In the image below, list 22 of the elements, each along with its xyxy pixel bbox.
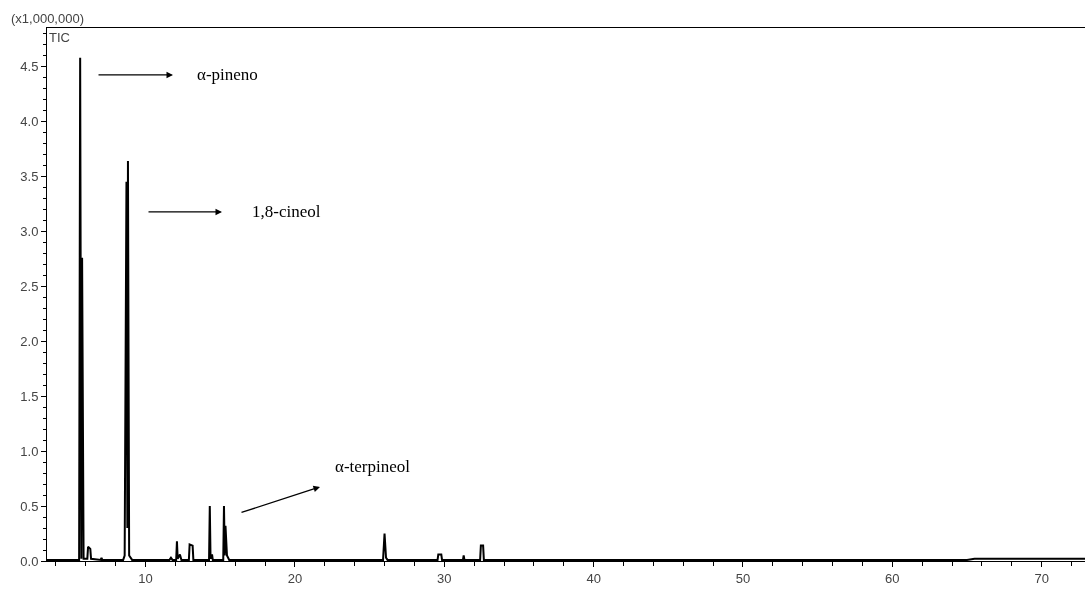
y-tick-label: 2.0 [20, 333, 39, 349]
y-tick-label: 4.5 [20, 59, 39, 75]
x-tick-label: 40 [586, 570, 601, 586]
x-tick-label: 50 [735, 570, 751, 586]
y-tick-label: 0.5 [20, 498, 39, 514]
x-tick-label: 70 [1034, 570, 1049, 586]
x-tick-label: 30 [437, 570, 452, 586]
annotation: TIC [49, 30, 70, 45]
y-tick-label: 1.5 [20, 388, 39, 404]
y-tick-label: 2.5 [20, 278, 39, 294]
y-tick-label: 0.0 [20, 553, 39, 569]
y-tick-label: 3.0 [20, 223, 39, 239]
annotation: 1,8-cineol [252, 202, 321, 221]
x-tick-label: 60 [885, 570, 900, 586]
annotation: α-terpineol [335, 457, 411, 476]
y-tick-label: 1.0 [20, 443, 39, 459]
y-tick-label: 3.5 [20, 168, 39, 184]
y-tick-label: 4.0 [20, 113, 39, 129]
text: (x1,000,000) [11, 11, 84, 26]
annotation: α-pineno [197, 65, 258, 84]
x-tick-label: 10 [138, 570, 153, 586]
x-tick-label: 20 [287, 570, 303, 586]
